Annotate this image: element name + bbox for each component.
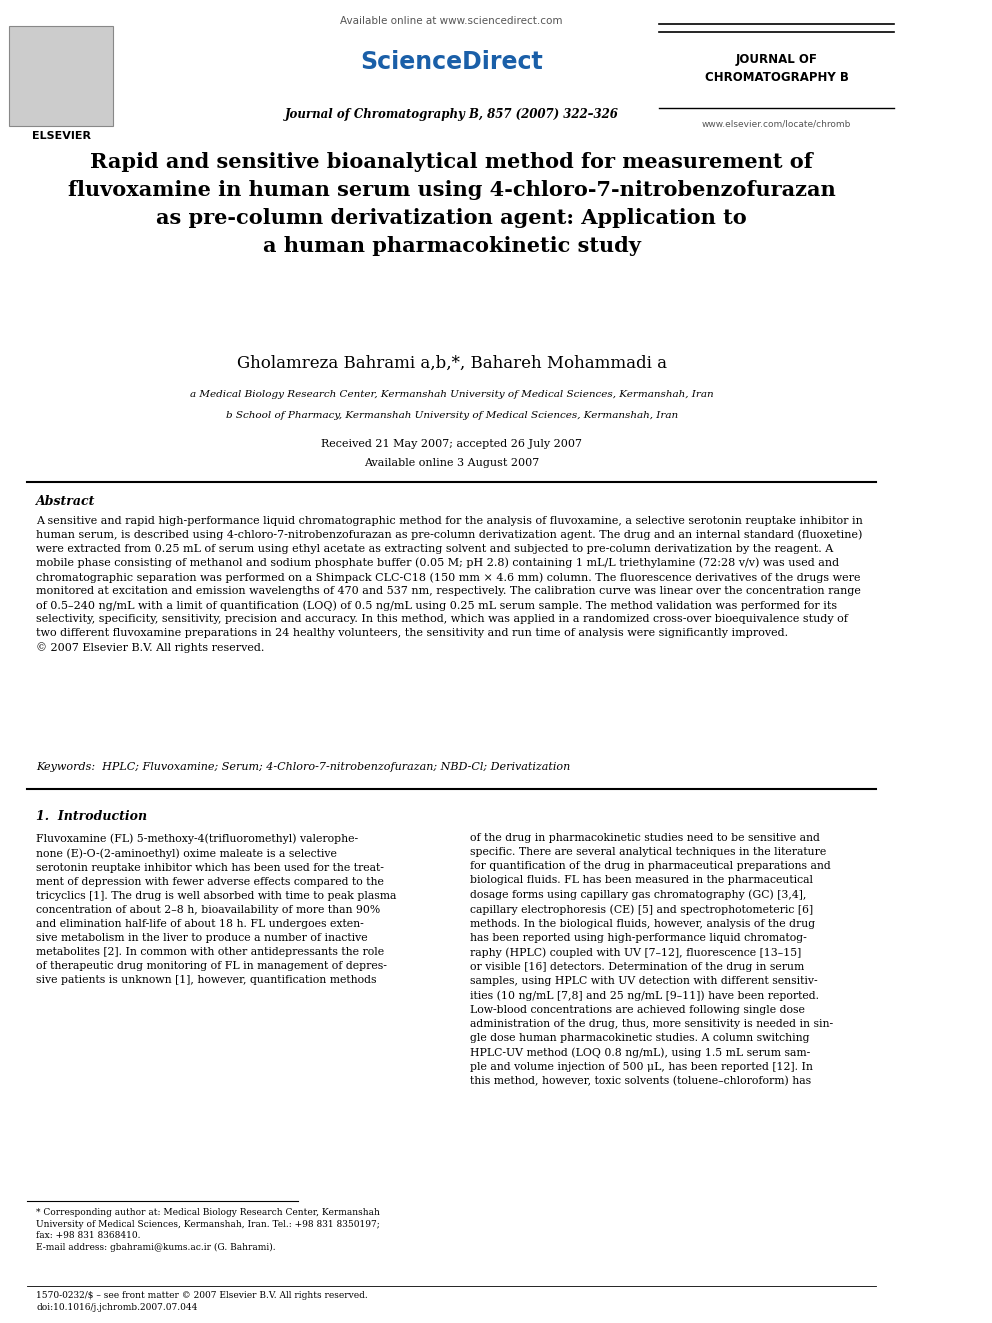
Text: a Medical Biology Research Center, Kermanshah University of Medical Sciences, Ke: a Medical Biology Research Center, Kerma… — [189, 390, 713, 400]
Text: 1570-0232/$ – see front matter © 2007 Elsevier B.V. All rights reserved.
doi:10.: 1570-0232/$ – see front matter © 2007 El… — [36, 1291, 368, 1312]
Text: of the drug in pharmacokinetic studies need to be sensitive and
specific. There : of the drug in pharmacokinetic studies n… — [469, 833, 832, 1086]
Text: Available online 3 August 2007: Available online 3 August 2007 — [364, 458, 540, 468]
Text: JOURNAL OF
CHROMATOGRAPHY B: JOURNAL OF CHROMATOGRAPHY B — [704, 53, 849, 83]
Text: A sensitive and rapid high-performance liquid chromatographic method for the ana: A sensitive and rapid high-performance l… — [36, 516, 863, 652]
Text: Received 21 May 2007; accepted 26 July 2007: Received 21 May 2007; accepted 26 July 2… — [321, 439, 582, 450]
Text: Available online at www.sciencedirect.com: Available online at www.sciencedirect.co… — [340, 16, 562, 26]
Text: Gholamreza Bahrami a,b,*, Bahareh Mohammadi a: Gholamreza Bahrami a,b,*, Bahareh Mohamm… — [236, 355, 667, 372]
Text: b School of Pharmacy, Kermanshah University of Medical Sciences, Kermanshah, Ira: b School of Pharmacy, Kermanshah Univers… — [225, 411, 678, 421]
Text: Keywords:  HPLC; Fluvoxamine; Serum; 4-Chloro-7-nitrobenzofurazan; NBD-Cl; Deriv: Keywords: HPLC; Fluvoxamine; Serum; 4-Ch… — [36, 762, 570, 773]
Text: ELSEVIER: ELSEVIER — [32, 131, 91, 142]
Bar — [9, 26, 113, 126]
Text: www.elsevier.com/locate/chromb: www.elsevier.com/locate/chromb — [702, 119, 851, 128]
Text: Rapid and sensitive bioanalytical method for measurement of
fluvoxamine in human: Rapid and sensitive bioanalytical method… — [67, 152, 835, 257]
Text: * Corresponding author at: Medical Biology Research Center, Kermanshah
Universit: * Corresponding author at: Medical Biolo… — [36, 1208, 380, 1253]
Text: Fluvoxamine (FL) 5-methoxy-4(trifluoromethyl) valerophe-
none (E)-O-(2-aminoethy: Fluvoxamine (FL) 5-methoxy-4(trifluorome… — [36, 833, 397, 984]
Text: Journal of Chromatography B, 857 (2007) 322–326: Journal of Chromatography B, 857 (2007) … — [285, 108, 619, 122]
Text: ScienceDirect: ScienceDirect — [360, 50, 543, 74]
Text: Abstract: Abstract — [36, 495, 95, 508]
Text: 1.  Introduction: 1. Introduction — [36, 810, 147, 823]
